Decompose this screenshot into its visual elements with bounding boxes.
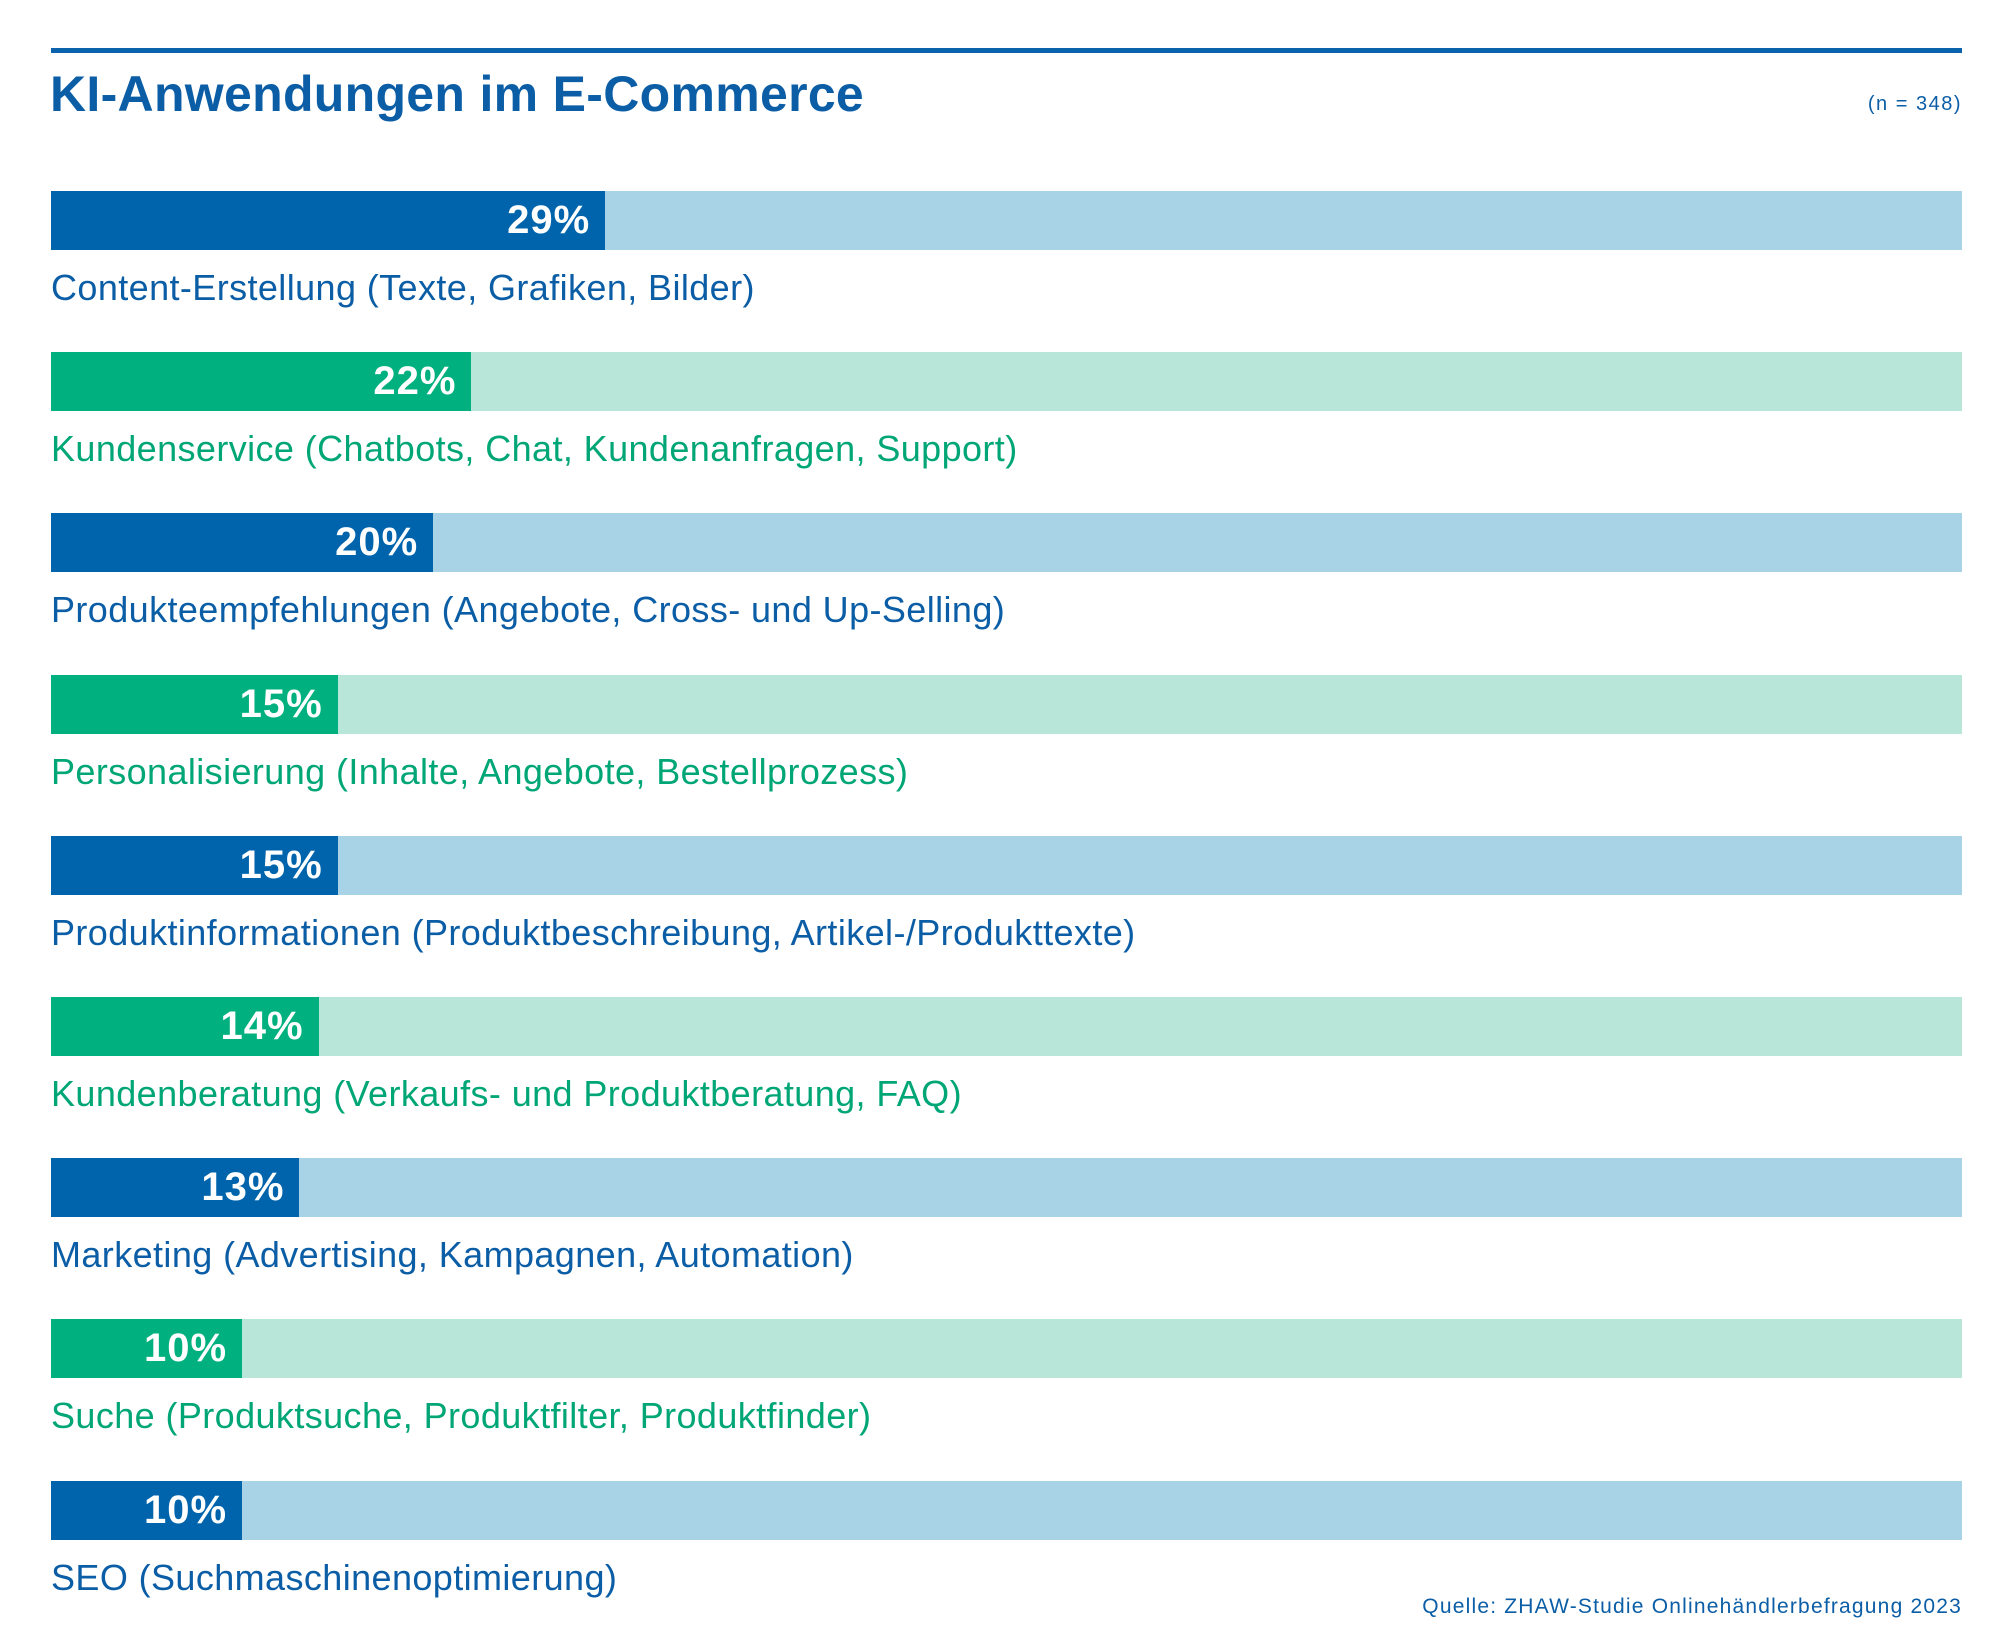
sample-size-note: (n = 348) xyxy=(1867,93,1962,115)
category-label: Kundenberatung (Verkaufs- und Produktber… xyxy=(51,1073,962,1114)
bar-row: 15% Produktinformationen (Produktbeschrei… xyxy=(51,835,1962,956)
category-label: Personalisierung (Inhalte, Angebote, Bes… xyxy=(51,750,909,792)
bar-track xyxy=(51,997,1962,1056)
category-label: Produkteempfehlungen (Angebote, Cross- u… xyxy=(51,589,1006,631)
bar-value-label: 10% xyxy=(144,1487,228,1532)
bar-value-label: 15% xyxy=(239,681,323,726)
bar-fill: 13% xyxy=(51,1158,300,1218)
category-label: Marketing (Advertising, Kampagnen, Autom… xyxy=(51,1234,854,1276)
category-label: Content-Erstellung (Texte, Grafiken, Bil… xyxy=(51,267,755,308)
bar-fill: 20% xyxy=(51,513,434,573)
category-label: Suche (Produktsuche, Produktfilter, Prod… xyxy=(51,1395,872,1437)
bar-chart: 29% Content-Erstellung (Texte, Grafiken, … xyxy=(51,191,1962,1601)
bar-track xyxy=(51,1480,1962,1540)
bar-row: 10% Suche (Produktsuche, Produktfilter, P… xyxy=(51,1319,1962,1439)
bar-value-label: 20% xyxy=(335,520,419,565)
bar-fill: 22% xyxy=(51,352,472,412)
bar-row: 29% Content-Erstellung (Texte, Grafiken, … xyxy=(51,191,1962,311)
bar-value-label: 14% xyxy=(220,1004,304,1048)
bar-fill: 29% xyxy=(51,191,606,250)
bar-row: 13% Marketing (Advertising, Kampagnen, Au… xyxy=(51,1158,1962,1278)
bar-track xyxy=(51,835,1962,895)
bar-row: 10% SEO (Suchmaschinenoptimierung) xyxy=(51,1480,1962,1601)
bar-value-label: 13% xyxy=(201,1165,285,1210)
bar-track xyxy=(51,1319,1962,1379)
bar-fill: 15% xyxy=(51,835,338,895)
chart-title: KI-Anwendungen im E-Commerce xyxy=(50,66,865,122)
category-label: Kundenservice (Chatbots, Chat, Kundenanf… xyxy=(51,428,1018,470)
bar-value-label: 22% xyxy=(373,359,457,404)
bar-row: 22% Kundenservice (Chatbots, Chat, Kunden… xyxy=(51,352,1962,472)
top-rule xyxy=(51,48,1962,53)
bar-fill: 15% xyxy=(51,674,338,734)
bar-row: 14% Kundenberatung (Verkaufs- und Produkt… xyxy=(51,997,1962,1117)
bar-track xyxy=(51,1158,1962,1218)
bar-fill: 10% xyxy=(51,1480,243,1540)
bar-value-label: 15% xyxy=(239,842,323,887)
bar-row: 20% Produkteempfehlungen (Angebote, Cross… xyxy=(51,513,1962,633)
bar-fill: 14% xyxy=(51,997,319,1056)
bar-fill: 10% xyxy=(51,1319,243,1379)
bar-row: 15% Personalisierung (Inhalte, Angebote, … xyxy=(51,674,1962,795)
bar-value-label: 10% xyxy=(144,1326,228,1371)
category-label: SEO (Suchmaschinenoptimierung) xyxy=(51,1556,618,1598)
source-note: Quelle: ZHAW-Studie Onlinehändlerbefragu… xyxy=(1422,1595,1962,1618)
category-label: Produktinformationen (Produktbeschreibun… xyxy=(51,911,1136,953)
bar-track xyxy=(51,674,1962,734)
bar-value-label: 29% xyxy=(507,198,591,242)
